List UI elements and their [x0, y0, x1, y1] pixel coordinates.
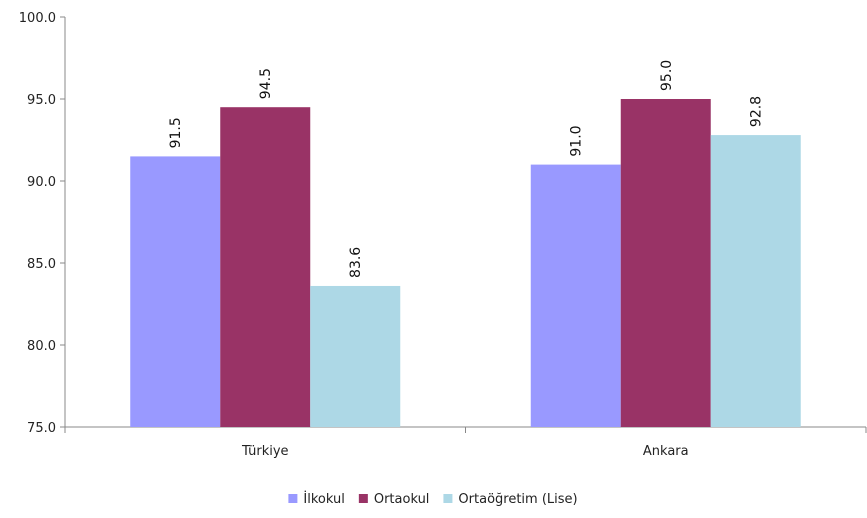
legend: İlkokul Ortaokul Ortaöğretim (Lise) — [288, 491, 578, 507]
y-tick-label: 90.0 — [27, 175, 56, 190]
y-tick-label: 95.0 — [27, 93, 56, 108]
y-tick-label: 80.0 — [27, 339, 56, 354]
legend-label: Ortaöğretim (Lise) — [458, 492, 577, 507]
y-tick-label: 75.0 — [27, 421, 56, 436]
data-label: 95.0 — [659, 60, 675, 91]
x-category-label: Ankara — [643, 444, 689, 459]
y-tick-label: 100.0 — [19, 11, 56, 26]
x-axis: Türkiye Ankara — [64, 426, 867, 459]
bar — [710, 135, 801, 427]
bars — [130, 99, 801, 427]
bar — [130, 156, 221, 427]
y-axis: 75.0 80.0 85.0 90.0 95.0 100.0 — [19, 11, 66, 436]
legend-label: Ortaokul — [374, 492, 430, 507]
bar — [620, 99, 711, 427]
data-label: 94.5 — [258, 68, 274, 99]
data-label: 91.0 — [569, 125, 585, 156]
data-label: 91.5 — [168, 117, 184, 148]
bar — [310, 285, 401, 427]
bar — [220, 107, 311, 427]
legend-swatch — [288, 494, 298, 503]
data-label: 92.8 — [749, 96, 765, 127]
y-tick-label: 85.0 — [27, 257, 56, 272]
legend-swatch — [443, 494, 453, 503]
data-label: 83.6 — [348, 247, 364, 278]
legend-label: İlkokul — [303, 491, 344, 507]
data-labels: 91.5 94.5 83.6 91.0 95.0 92.8 — [168, 60, 765, 278]
x-category-label: Türkiye — [241, 444, 289, 459]
legend-swatch — [358, 494, 368, 503]
bar — [530, 164, 621, 427]
